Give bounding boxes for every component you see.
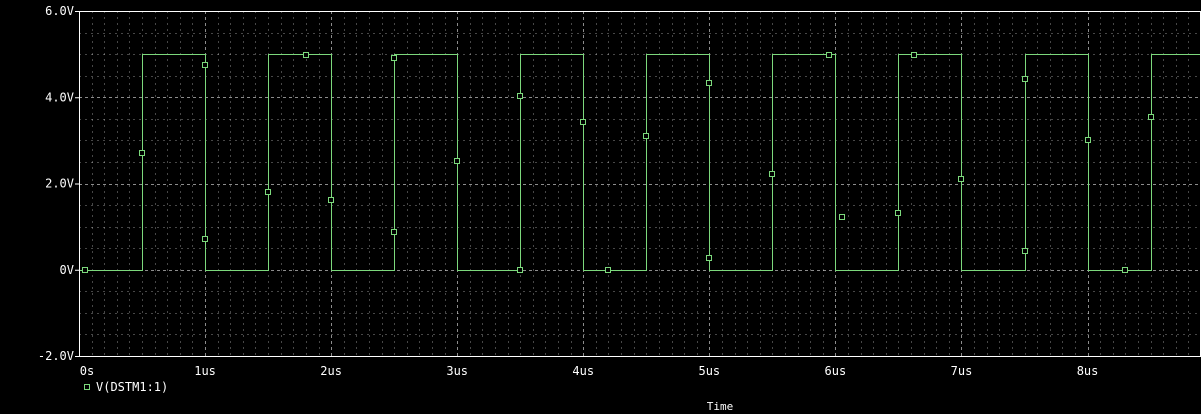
- y-tick-labels: 6.0V 4.0V 2.0V 0V -2.0V: [38, 4, 79, 363]
- data-point-marker: [1022, 76, 1028, 82]
- x-tick-labels: 0s 1us 2us 3us 4us 5us 6us 7us 8us: [80, 364, 1099, 378]
- legend[interactable]: V(DSTM1:1): [84, 380, 169, 394]
- data-point-marker: [517, 93, 523, 99]
- series-line: [79, 54, 1201, 271]
- x-tick-label: 3us: [446, 364, 468, 378]
- data-point-marker: [265, 189, 271, 195]
- x-axis-label: Time: [707, 400, 734, 413]
- data-point-marker: [139, 150, 145, 156]
- y-tick-label: 0V: [60, 263, 74, 277]
- x-tick-label: 8us: [1077, 364, 1099, 378]
- legend-marker-icon: [84, 384, 90, 390]
- trace-layer: [79, 54, 1201, 271]
- data-point-marker: [580, 119, 586, 125]
- x-tick-label: 4us: [572, 364, 594, 378]
- data-point-marker: [202, 236, 208, 242]
- y-tick-label: 6.0V: [45, 4, 74, 18]
- data-point-marker: [1022, 248, 1028, 254]
- marker-layer: [82, 52, 1154, 273]
- x-tick-label: 0s: [80, 364, 94, 378]
- data-point-marker: [643, 133, 649, 139]
- data-point-marker: [1148, 114, 1154, 120]
- data-point-marker: [769, 171, 775, 177]
- data-point-marker: [391, 229, 397, 235]
- x-tick-label: 6us: [825, 364, 847, 378]
- data-point-marker: [826, 52, 832, 58]
- data-point-marker: [391, 55, 397, 61]
- data-point-marker: [911, 52, 917, 58]
- data-point-marker: [517, 267, 523, 273]
- data-point-marker: [839, 214, 845, 220]
- x-tick-label: 1us: [194, 364, 216, 378]
- data-point-marker: [1122, 267, 1128, 273]
- data-point-marker: [706, 80, 712, 86]
- legend-label: V(DSTM1:1): [96, 380, 168, 394]
- data-point-marker: [706, 255, 712, 261]
- data-point-marker: [454, 158, 460, 164]
- data-point-marker: [303, 52, 309, 58]
- data-point-marker: [605, 267, 611, 273]
- y-tick-label: 2.0V: [45, 177, 74, 191]
- data-point-marker: [82, 267, 88, 273]
- data-point-marker: [328, 197, 334, 203]
- x-tick-label: 7us: [951, 364, 973, 378]
- data-point-marker: [895, 210, 901, 216]
- data-point-marker: [202, 62, 208, 68]
- y-tick-label: -2.0V: [38, 349, 74, 363]
- data-point-marker: [1085, 137, 1091, 143]
- data-point-marker: [958, 176, 964, 182]
- y-tick-label: 4.0V: [45, 90, 74, 104]
- x-tick-label: 5us: [698, 364, 720, 378]
- x-tick-label: 2us: [320, 364, 342, 378]
